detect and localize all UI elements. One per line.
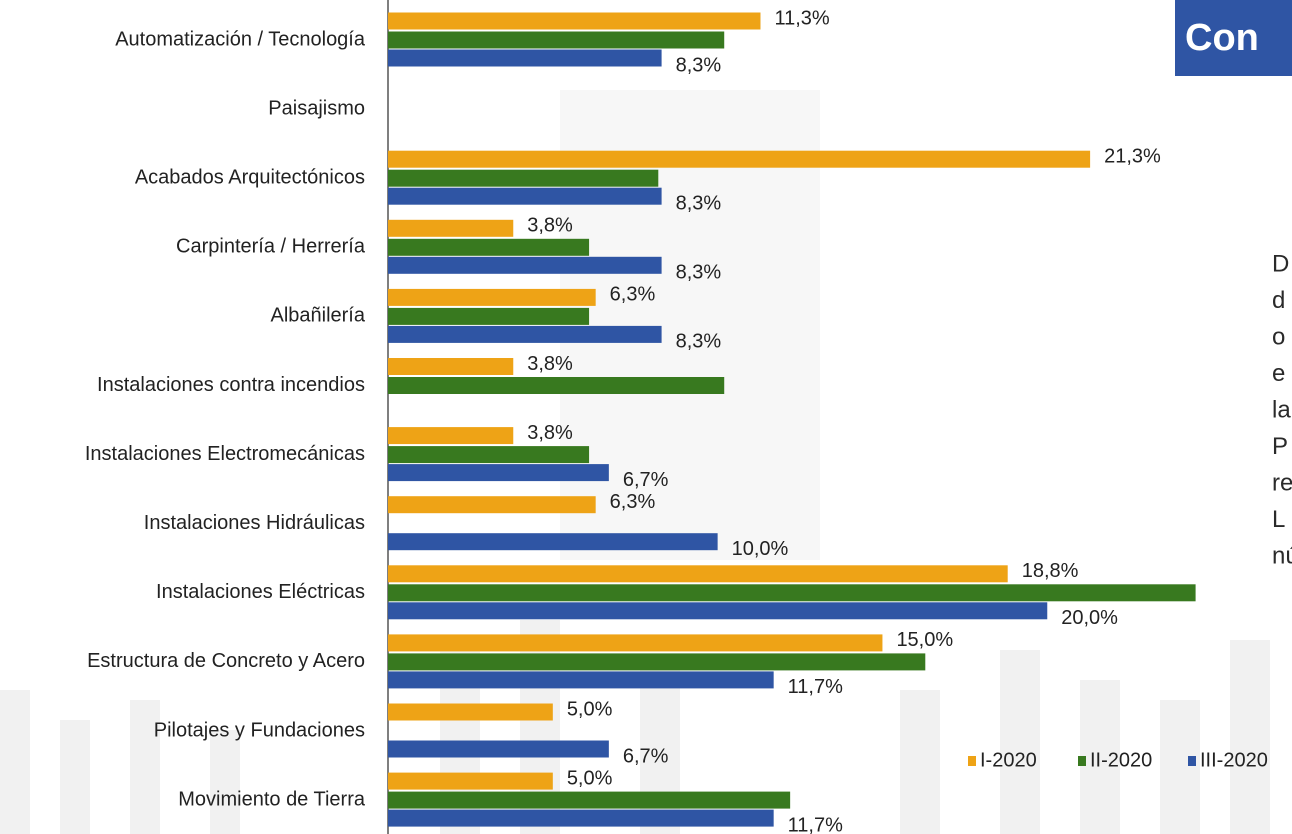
value-label: 15,0% (896, 629, 953, 651)
bar (388, 496, 596, 514)
bar (388, 238, 590, 256)
category-label: Instalaciones Hidráulicas (144, 512, 365, 534)
bar (388, 772, 553, 790)
bar (388, 740, 609, 758)
bar (388, 427, 514, 445)
bar (388, 358, 514, 375)
bar (388, 809, 774, 827)
bar (388, 288, 596, 306)
value-label: 3,8% (527, 422, 573, 444)
value-label: 10,0% (732, 538, 789, 560)
bar (388, 634, 883, 652)
bar (388, 653, 926, 671)
bar (388, 446, 590, 464)
category-label: Albañilería (270, 305, 365, 327)
value-label: 6,7% (623, 469, 669, 491)
legend-swatch (1078, 756, 1086, 766)
side-text: la (1272, 396, 1291, 423)
side-text: d (1272, 287, 1285, 314)
legend-swatch (1188, 756, 1196, 766)
bar (388, 187, 662, 205)
value-label: 20,0% (1061, 607, 1118, 629)
legend-label: II-2020 (1090, 749, 1152, 771)
category-label: Pilotajes y Fundaciones (154, 719, 365, 741)
legend-label: III-2020 (1200, 749, 1268, 771)
side-text: o (1272, 323, 1285, 350)
value-label: 5,0% (567, 698, 613, 720)
bar (388, 49, 662, 67)
bar (388, 602, 1048, 620)
bar (388, 703, 553, 721)
value-label: 8,3% (676, 54, 722, 76)
side-text: L (1272, 506, 1285, 533)
bar (388, 533, 718, 551)
category-label: Estructura de Concreto y Acero (87, 650, 365, 672)
category-label: Automatización / Tecnología (115, 28, 366, 50)
category-label: Acabados Arquitectónicos (135, 166, 365, 188)
value-label: 5,0% (567, 767, 613, 789)
category-label: Instalaciones Eléctricas (156, 581, 365, 603)
value-label: 8,3% (676, 262, 722, 284)
category-label: Instalaciones Electromecánicas (85, 443, 365, 465)
legend-label: I-2020 (980, 749, 1037, 771)
bar (388, 219, 514, 237)
bar (388, 377, 725, 394)
value-label: 11,3% (774, 7, 829, 29)
category-label: Carpintería / Herrería (176, 236, 366, 258)
value-label: 11,7% (788, 676, 843, 698)
bar (388, 307, 590, 325)
side-text: e (1272, 360, 1285, 387)
legend-swatch (968, 756, 976, 766)
value-label: 3,8% (527, 353, 573, 375)
side-text: re (1272, 469, 1292, 496)
value-label: 6,3% (610, 284, 656, 306)
bar (388, 256, 662, 274)
value-label: 3,8% (527, 215, 573, 237)
side-text: nú (1272, 542, 1292, 569)
bar (388, 565, 1008, 583)
side-text: D (1272, 250, 1289, 277)
bar (388, 150, 1091, 168)
bar (388, 671, 774, 689)
category-label: Movimiento de Tierra (178, 788, 366, 810)
bar (388, 169, 659, 187)
category-label: Paisajismo (268, 97, 365, 119)
value-label: 8,3% (676, 192, 722, 214)
value-label: 8,3% (676, 331, 722, 353)
chart-title: Con (1185, 17, 1259, 59)
bar (388, 12, 761, 30)
category-label: Instalaciones contra incendios (97, 374, 365, 396)
value-label: 18,8% (1022, 560, 1079, 582)
value-label: 11,7% (788, 814, 843, 834)
bar (388, 31, 725, 49)
bar (388, 791, 791, 809)
value-label: 21,3% (1104, 145, 1161, 167)
title-box (1175, 0, 1292, 76)
bar (388, 325, 662, 343)
value-label: 6,7% (623, 745, 669, 767)
value-label: 6,3% (610, 491, 656, 513)
side-text: P (1272, 433, 1288, 460)
bar (388, 584, 1196, 602)
bar (388, 464, 609, 482)
